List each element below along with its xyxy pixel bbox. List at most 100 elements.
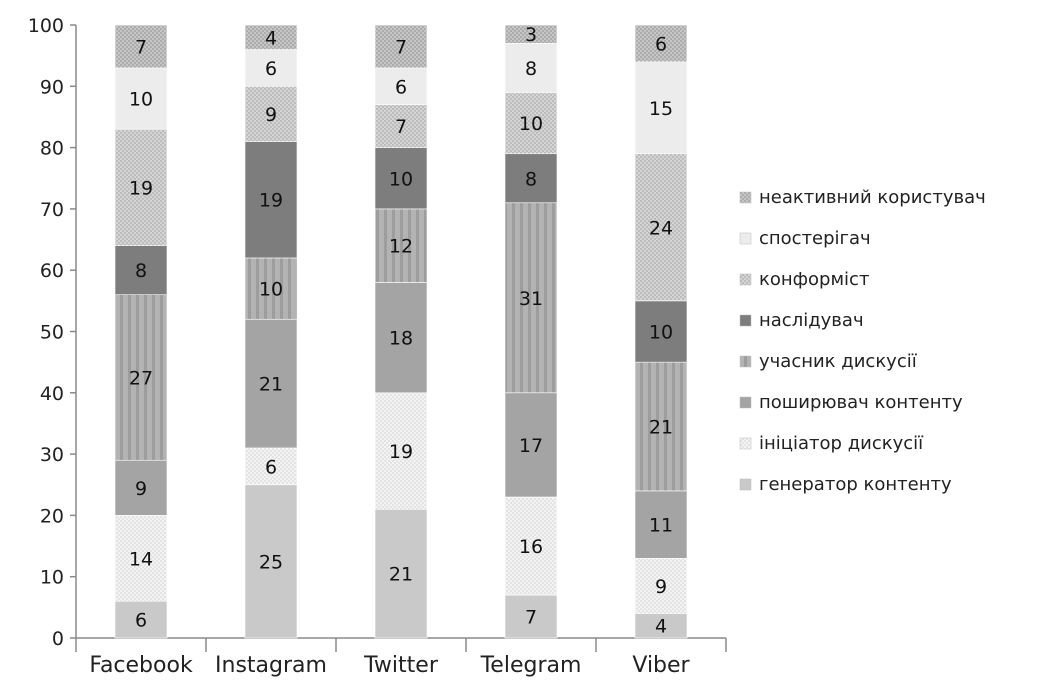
bar-segment [504,594,558,639]
y-tick-label: 90 [40,76,64,98]
y-tick-label: 100 [28,15,64,37]
legend-item: генератор контенту [739,474,952,495]
bar-segment [634,490,688,559]
bar-segment [114,600,168,639]
data-label: 12 [389,236,413,258]
legend-swatch [739,437,752,450]
data-label: 8 [135,260,147,282]
y-tick-label: 0 [52,628,64,650]
bar-segment [114,294,168,461]
bar-segment [114,24,168,69]
bar-segment [504,92,558,155]
data-label: 25 [259,551,283,573]
data-label: 6 [655,33,667,55]
bar-segment [244,24,298,50]
legend-item: спостерігач [739,228,871,249]
data-label: 27 [129,367,153,389]
legend-swatch [739,232,752,245]
data-label: 8 [525,168,537,190]
data-label: 7 [395,116,407,138]
bar-segment [244,141,298,259]
bar-segment [504,202,558,394]
bar-segment [374,208,428,283]
legend-label: спостерігач [759,228,871,249]
data-label: 4 [655,616,667,638]
bar-segment [634,153,688,302]
bar-segment [374,24,428,69]
data-label: 10 [649,322,673,344]
legend-label: учасник дискусії [759,351,918,372]
bar-segment [634,61,688,155]
data-label: 19 [129,177,153,199]
x-category-label: Viber [632,653,690,678]
data-label: 10 [389,168,413,190]
data-label: 31 [519,288,543,310]
bar-segment [374,67,428,105]
data-label: 6 [395,76,407,98]
x-category-label: Twitter [363,653,439,678]
bar-segment [504,153,558,204]
y-tick-label: 80 [40,138,64,160]
legend-item: учасник дискусії [739,351,918,372]
legend-item: поширювач контенту [739,392,963,413]
data-label: 6 [265,58,277,80]
data-label: 6 [265,456,277,478]
legend-label: наслідувач [759,310,864,331]
legend-item: наслідувач [739,310,864,331]
bars [114,24,688,639]
bar-segment [504,24,558,44]
bar-segment [244,257,298,320]
bar-segment [504,392,558,498]
legend-swatch [739,273,752,286]
data-label: 19 [259,190,283,212]
data-label: 15 [649,98,673,120]
bar-segment [114,128,168,246]
x-category-label: Facebook [89,653,193,678]
legend-label: конформіст [759,269,869,290]
data-label: 8 [525,58,537,80]
legend-swatch [739,478,752,491]
bar-segment [634,24,688,63]
y-tick-label: 50 [40,322,64,344]
data-label: 18 [389,328,413,350]
data-label: 10 [519,113,543,135]
bar-segment [244,49,298,87]
x-category-label: Instagram [215,653,327,678]
data-label: 7 [525,607,537,629]
bar-segment [634,361,688,492]
data-label: 6 [135,610,147,632]
data-label: 7 [395,36,407,58]
segment-labels: 6 14 9 27 8 19 10 7 25 6 21 10 19 9 6 4 21 19 18 12 10 7 6 7 7 16… [129,24,673,638]
bar-segment [374,147,428,210]
bar-segment [244,86,298,142]
bar-segment [114,245,168,296]
bar-segment [374,508,428,639]
legend-swatch [739,396,752,409]
legend-item: неактивний користувач [739,187,986,208]
data-label: 9 [135,478,147,500]
data-label: 14 [129,548,153,570]
data-label: 24 [649,217,673,239]
legend-label: ініціатор дискусії [759,433,924,454]
data-label: 9 [265,104,277,126]
legend-swatch [739,314,752,327]
data-label: 19 [389,441,413,463]
bar-segment [114,459,168,516]
data-label: 10 [129,89,153,111]
legend-label: поширювач контенту [759,392,963,413]
y-tick-label: 40 [40,383,64,405]
data-label: 17 [519,435,543,457]
y-tick-label: 60 [40,260,64,282]
data-label: 21 [389,564,413,586]
legend-label: генератор контенту [759,474,952,495]
data-label: 3 [525,24,537,46]
y-tick-label: 30 [40,444,64,466]
data-label: 21 [649,417,673,439]
bar-segment [244,484,298,639]
legend: неактивний користувач спостерігач конформі… [739,187,986,495]
legend-swatch [739,191,752,204]
data-label: 10 [259,279,283,301]
legend-label: неактивний користувач [759,187,986,208]
y-tick-label: 10 [40,567,64,589]
